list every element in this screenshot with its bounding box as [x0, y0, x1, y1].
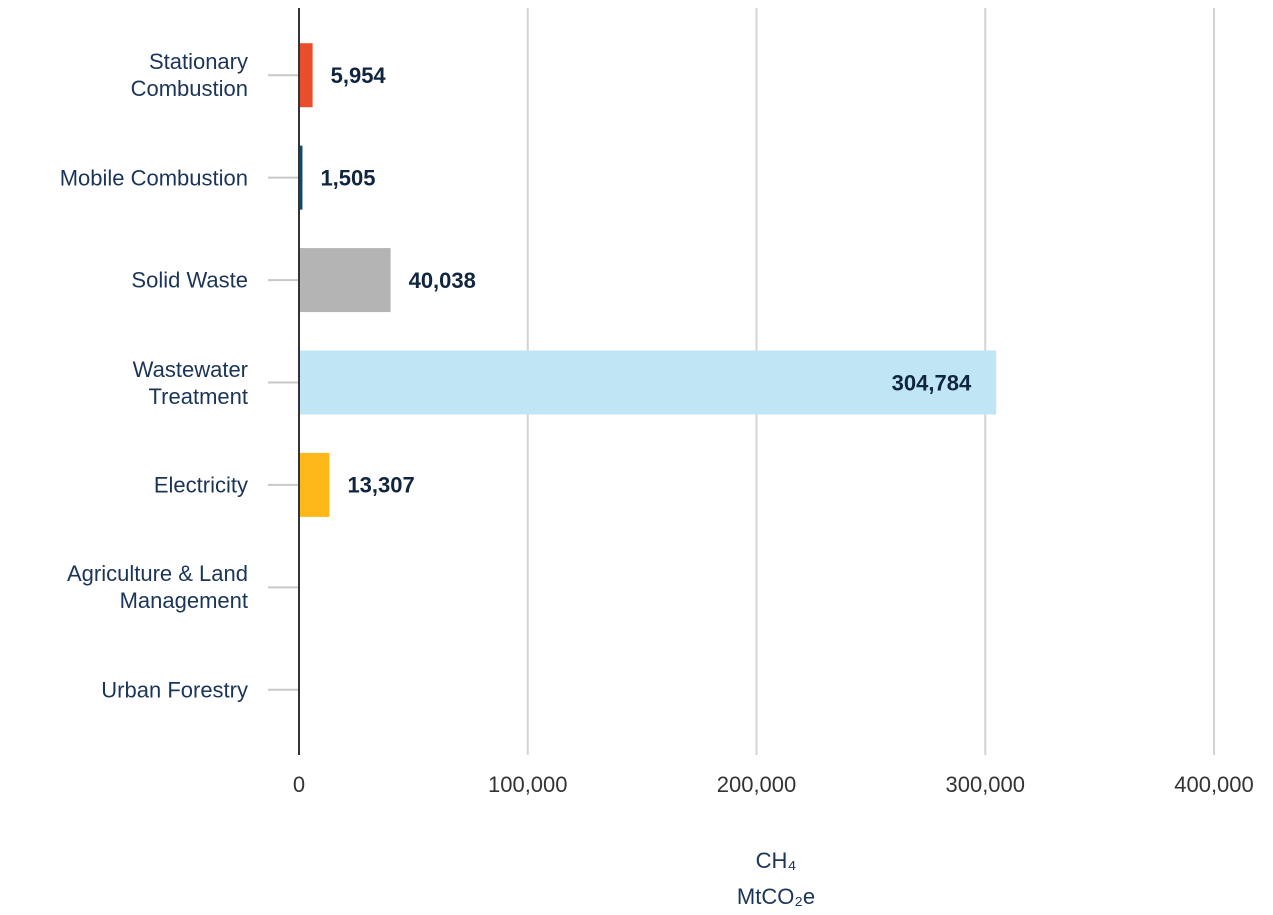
bar — [299, 248, 391, 313]
x-axis-title: MtCO₂e — [737, 884, 815, 909]
y-tick-label: Solid Waste — [131, 267, 248, 293]
x-axis-title: CH₄ — [756, 848, 797, 873]
y-tick-label: Stationary Combustion — [130, 49, 248, 102]
bar — [299, 145, 303, 210]
x-tick-label: 0 — [293, 772, 305, 797]
y-tick-label: Mobile Combustion — [59, 165, 248, 191]
value-label: 1,505 — [320, 165, 375, 190]
x-tick-label: 200,000 — [717, 772, 797, 797]
value-label: 304,784 — [892, 370, 972, 395]
value-label: 40,038 — [409, 268, 476, 293]
bar — [299, 452, 330, 517]
y-tick-label: Electricity — [153, 472, 248, 498]
value-label: 5,954 — [331, 63, 387, 88]
y-tick-label: Urban Forestry — [101, 677, 248, 703]
value-label: 13,307 — [347, 473, 414, 498]
y-tick-label: Wastewater Treatment — [132, 356, 248, 409]
x-tick-label: 100,000 — [488, 772, 568, 797]
x-tick-label: 400,000 — [1174, 772, 1254, 797]
bar — [299, 350, 997, 415]
bar — [299, 43, 313, 108]
x-tick-label: 300,000 — [945, 772, 1025, 797]
y-tick-label: Agriculture & Land Management — [67, 561, 248, 614]
